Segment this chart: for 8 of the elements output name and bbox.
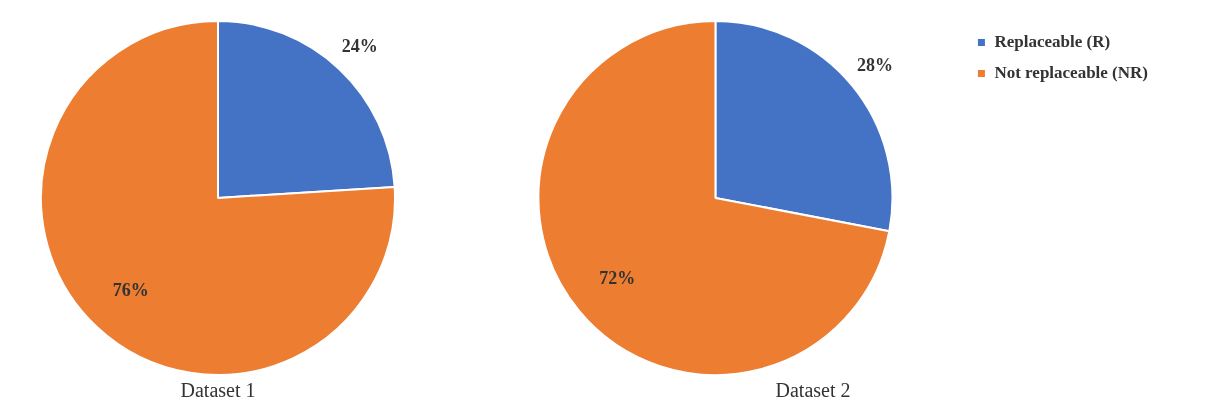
data-label: 72% — [599, 267, 636, 288]
text: Dataset 1 — [180, 379, 256, 402]
legend-label: Replaceable (R) — [994, 31, 1111, 51]
data-label: 76% — [112, 279, 149, 300]
data-label: 28% — [857, 54, 894, 75]
data-label: 24% — [341, 35, 378, 56]
text: Dataset 2 — [775, 379, 851, 402]
legend-label: Not replaceable (NR) — [994, 62, 1148, 82]
